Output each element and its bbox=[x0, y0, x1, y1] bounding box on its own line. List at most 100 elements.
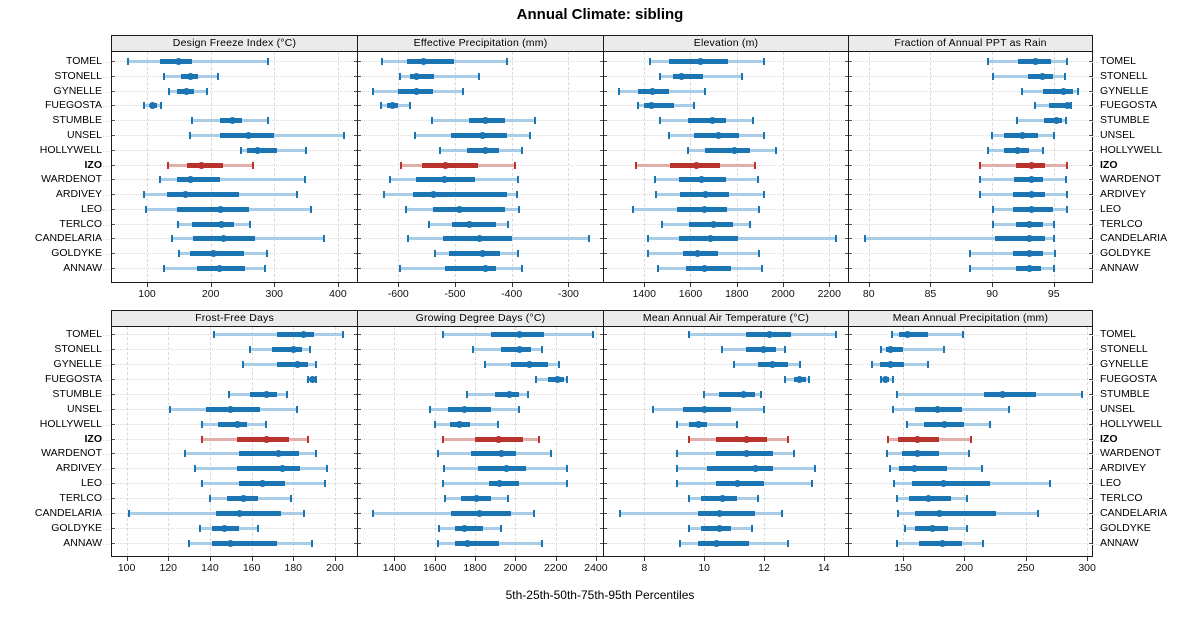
median-dot bbox=[244, 131, 252, 139]
whisker-cap-5th bbox=[371, 87, 374, 95]
row-guide-stub bbox=[1092, 529, 1099, 531]
median-dot bbox=[739, 390, 747, 398]
station-label-right: WARDENOT bbox=[1100, 173, 1161, 186]
row-guide-stub bbox=[1092, 239, 1099, 241]
row-guide-stub bbox=[103, 394, 110, 396]
gridline bbox=[293, 327, 295, 556]
axis-tick bbox=[515, 557, 517, 561]
row-edge-tick bbox=[354, 453, 357, 455]
median-dot bbox=[1025, 250, 1033, 258]
row-edge-tick bbox=[600, 238, 603, 240]
iqr-bar-25-75 bbox=[239, 451, 300, 457]
station-label-left: GYNELLE bbox=[53, 84, 102, 97]
station-label-right: HOLLYWELL bbox=[1100, 417, 1163, 430]
axis-tick-label: 100 bbox=[138, 288, 156, 300]
row-guide-stub bbox=[1092, 269, 1099, 271]
median-dot bbox=[760, 345, 768, 353]
row-edge-tick bbox=[600, 105, 603, 107]
percentile-band-5-95 bbox=[1016, 119, 1067, 123]
whisker-cap-95th bbox=[692, 102, 695, 110]
row-edge-tick bbox=[849, 393, 852, 395]
whisker-cap-5th bbox=[895, 540, 898, 548]
row-guide bbox=[849, 348, 1092, 350]
whisker-cap-5th bbox=[890, 331, 893, 338]
row-guide-stub bbox=[103, 529, 110, 531]
row-guide bbox=[849, 528, 1092, 530]
median-dot bbox=[293, 360, 301, 368]
median-dot bbox=[936, 510, 944, 518]
row-edge-tick bbox=[604, 238, 607, 240]
median-dot bbox=[1025, 265, 1033, 273]
median-dot bbox=[275, 450, 283, 458]
row-guide-stub bbox=[1092, 379, 1099, 381]
row-guide bbox=[849, 363, 1092, 365]
whisker-cap-95th bbox=[1070, 102, 1073, 110]
whisker-cap-95th bbox=[1066, 191, 1069, 199]
median-dot bbox=[715, 510, 723, 518]
median-dot bbox=[239, 495, 247, 503]
whisker-cap-5th bbox=[167, 161, 169, 169]
station-label-right: TOMEL bbox=[1100, 55, 1136, 67]
row-edge-tick bbox=[600, 423, 603, 425]
row-guide-stub bbox=[1092, 349, 1099, 351]
row-guide bbox=[604, 378, 848, 380]
axis-tick bbox=[783, 283, 784, 287]
row-edge-tick bbox=[604, 334, 607, 335]
row-edge-tick bbox=[845, 513, 848, 515]
axis-tick bbox=[1053, 283, 1055, 287]
median-dot bbox=[796, 375, 804, 383]
row-edge-tick bbox=[1089, 75, 1092, 77]
row-guide-stub bbox=[1092, 76, 1099, 78]
row-guide bbox=[604, 90, 848, 92]
percentile-band-5-95 bbox=[648, 237, 836, 241]
iqr-bar-25-75 bbox=[688, 118, 726, 124]
whisker-cap-95th bbox=[969, 435, 972, 443]
row-edge-tick bbox=[845, 253, 848, 255]
row-guide bbox=[849, 179, 1092, 181]
whisker-cap-5th bbox=[647, 250, 650, 258]
axis-tick bbox=[690, 283, 692, 287]
iqr-bar-25-75 bbox=[478, 466, 527, 472]
row-edge-tick bbox=[604, 348, 607, 350]
whisker-cap-95th bbox=[798, 360, 801, 368]
row-edge-tick bbox=[604, 378, 607, 380]
iqr-bar-25-75 bbox=[489, 481, 520, 487]
whisker-cap-95th bbox=[786, 435, 789, 443]
median-dot bbox=[914, 450, 922, 458]
whisker-cap-5th bbox=[783, 375, 786, 383]
row-guide bbox=[358, 378, 603, 380]
whisker-cap-95th bbox=[252, 161, 255, 169]
whisker-cap-5th bbox=[653, 176, 656, 184]
row-edge-tick bbox=[849, 61, 852, 62]
row-edge-tick bbox=[849, 378, 852, 380]
whisker-cap-5th bbox=[441, 480, 444, 488]
row-guide-stub bbox=[1092, 180, 1099, 182]
median-dot bbox=[904, 331, 912, 338]
row-edge-tick bbox=[600, 90, 603, 92]
row-edge-tick bbox=[600, 408, 603, 410]
row-edge-tick bbox=[600, 194, 603, 196]
whisker-cap-5th bbox=[433, 420, 436, 428]
whisker-cap-5th bbox=[177, 250, 180, 258]
row-edge-tick bbox=[112, 363, 115, 365]
row-guide bbox=[849, 105, 1092, 107]
median-dot bbox=[494, 435, 502, 443]
row-edge-tick bbox=[849, 453, 852, 455]
row-edge-tick bbox=[354, 348, 357, 350]
median-dot bbox=[694, 420, 702, 428]
whisker-cap-95th bbox=[500, 525, 503, 533]
median-dot bbox=[300, 331, 308, 338]
row-edge-tick bbox=[845, 268, 848, 270]
row-edge-tick bbox=[354, 164, 357, 166]
row-guide-stub bbox=[103, 224, 110, 226]
whisker-cap-5th bbox=[176, 220, 179, 228]
row-guide-stub bbox=[103, 254, 110, 256]
panel-plot bbox=[848, 327, 1093, 557]
whisker-cap-95th bbox=[505, 58, 508, 65]
whisker-cap-5th bbox=[171, 235, 174, 243]
median-dot bbox=[479, 250, 487, 258]
row-edge-tick bbox=[849, 348, 852, 350]
whisker-cap-5th bbox=[1020, 87, 1023, 95]
median-dot bbox=[210, 250, 218, 258]
median-dot bbox=[702, 191, 710, 199]
